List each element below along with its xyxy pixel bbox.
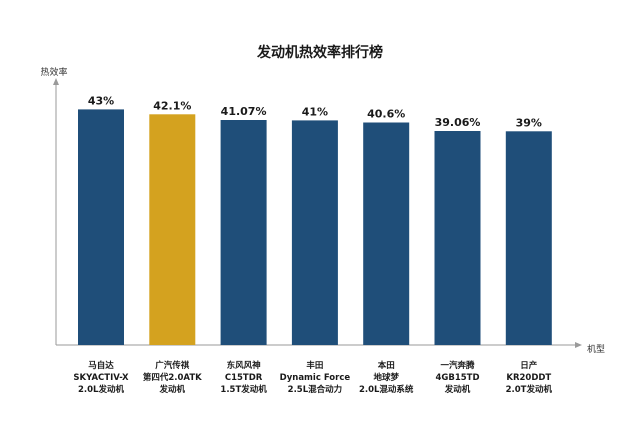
value-label: 39%	[516, 116, 542, 129]
bars-group	[78, 109, 552, 346]
category-label: 第四代2.0ATK	[143, 372, 202, 383]
category-label: 2.0L混动系统	[359, 384, 414, 395]
category-label: C15TDR	[225, 373, 263, 383]
category-label: 广汽传祺	[155, 360, 190, 371]
category-label: 发动机	[444, 384, 471, 395]
category-label: 日产	[520, 360, 538, 371]
value-labels-group: 43% 42.1% 41.07% 41% 40.6% 39.06% 39%	[88, 94, 542, 129]
bar	[149, 114, 196, 345]
value-label: 40.6%	[367, 108, 405, 121]
category-label: 发动机	[159, 384, 186, 395]
category-label: 一汽奔腾	[440, 360, 475, 371]
category-label: 4GB15TD	[435, 373, 479, 383]
value-label: 41%	[302, 105, 328, 118]
bar	[363, 122, 410, 345]
category-label: KR20DDT	[506, 373, 551, 383]
value-label: 42.1%	[153, 99, 191, 112]
category-label: 2.0T发动机	[506, 384, 553, 395]
category-label: 丰田	[306, 360, 323, 371]
category-labels-group: 马自达SKYACTIV-X2.0L发动机广汽传祺第四代2.0ATK发动机东风风神…	[73, 360, 552, 395]
bar	[505, 131, 552, 345]
category-label: 2.0L发动机	[78, 384, 124, 395]
bar	[78, 109, 124, 346]
category-label: 本田	[378, 360, 395, 371]
category-label: 2.5L混合动力	[288, 384, 342, 395]
category-label: 地球梦	[373, 372, 399, 383]
value-label: 43%	[88, 94, 114, 107]
chart-title: 发动机热效率排行榜	[256, 44, 383, 61]
category-label: 东风风神	[227, 360, 262, 371]
x-axis-label: 机型	[587, 343, 605, 355]
y-axis-label: 热效率	[40, 66, 67, 78]
value-label: 39.06%	[435, 116, 481, 129]
bar	[434, 131, 481, 345]
y-axis-arrow-icon	[53, 78, 59, 85]
bar	[291, 120, 338, 346]
bar	[220, 120, 267, 345]
x-axis-arrow-icon	[575, 342, 582, 348]
category-label: 1.5T发动机	[220, 384, 267, 395]
category-label: 马自达	[88, 360, 114, 371]
value-label: 41.07%	[221, 105, 267, 118]
category-label: Dynamic Force	[280, 373, 351, 383]
category-label: SKYACTIV-X	[73, 373, 129, 383]
